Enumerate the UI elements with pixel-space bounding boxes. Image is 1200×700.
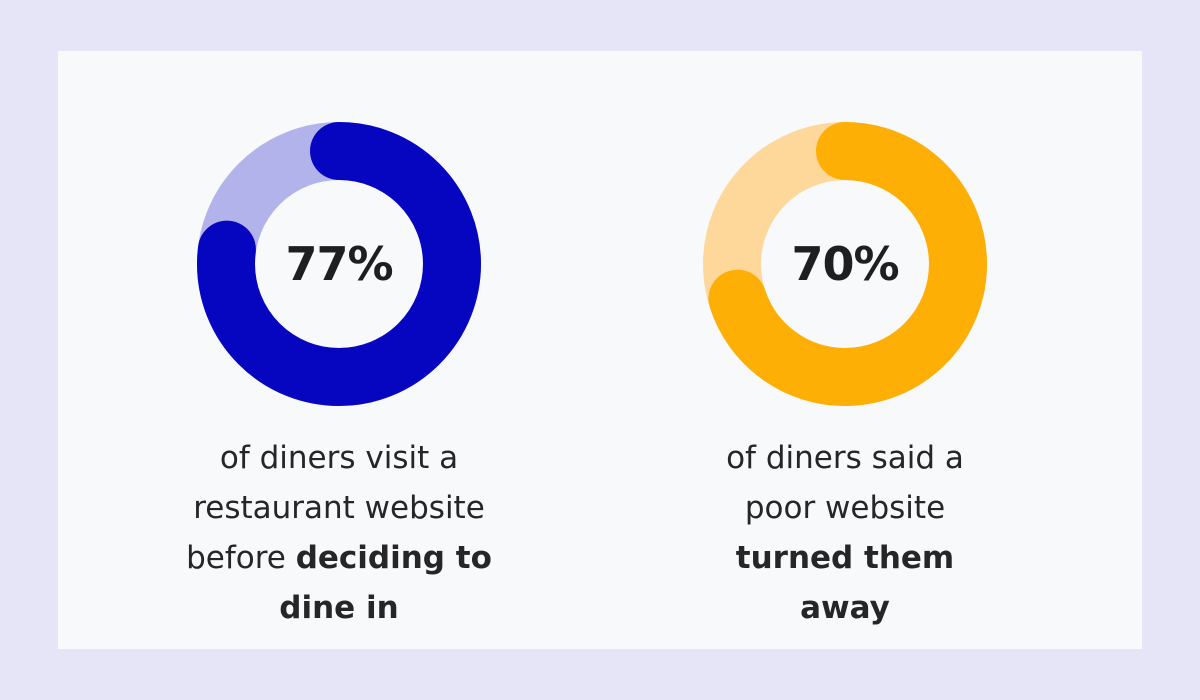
donut-chart-77: 77%: [197, 122, 481, 406]
stat-caption: of diners visit a restaurant website bef…: [129, 433, 549, 633]
caption-line: of diners said a: [726, 440, 964, 476]
donut-ring: [197, 122, 481, 406]
donut-chart-70: 70%: [703, 122, 987, 406]
donut-fill-arc: [703, 122, 987, 406]
caption-emphasis: turned them: [735, 540, 955, 576]
caption-text: before: [186, 540, 296, 576]
donut-fill-arc: [197, 122, 481, 406]
caption-emphasis: deciding to: [295, 540, 492, 576]
stat-caption: of diners said a poor website turned the…: [635, 433, 1055, 633]
donut-ring: [703, 122, 987, 406]
caption-line: before deciding to: [129, 533, 549, 583]
caption-line: turned them: [635, 533, 1055, 583]
caption-line: poor website: [744, 490, 946, 526]
caption-line: away: [635, 583, 1055, 633]
percent-label: 70%: [791, 237, 899, 291]
caption-line: restaurant website: [193, 490, 485, 526]
caption-line: of diners visit a: [219, 440, 459, 476]
infographic-card: 77% of diners visit a restaurant website…: [58, 51, 1142, 649]
caption-line: dine in: [129, 583, 549, 633]
percent-label: 77%: [285, 237, 393, 291]
caption-emphasis: away: [800, 590, 890, 626]
caption-emphasis: dine in: [279, 590, 399, 626]
